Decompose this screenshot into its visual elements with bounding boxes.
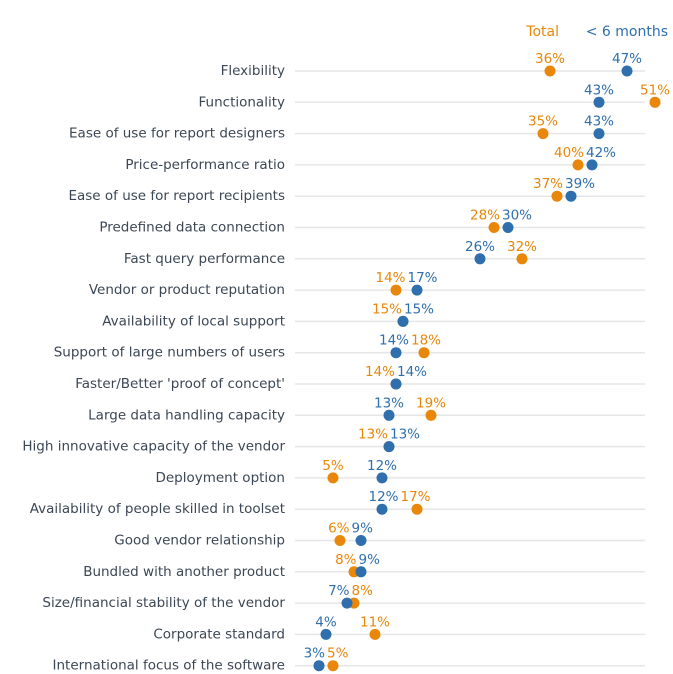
category-label: Availability of local support (102, 313, 285, 329)
dot-6-months (593, 96, 605, 108)
value-label-6-months: 42% (586, 145, 616, 161)
value-label-total: 19% (416, 395, 446, 411)
dot-total (649, 96, 661, 108)
dot-6-months (586, 159, 598, 171)
value-label-total: 37% (533, 176, 563, 192)
value-label-total: 14% (375, 270, 405, 286)
dot-total (327, 472, 339, 484)
value-label-6-months: 47% (612, 51, 642, 67)
value-label-total: 14% (365, 364, 395, 380)
value-label-total: 18% (411, 333, 441, 349)
category-label: Functionality (199, 94, 285, 110)
dot-6-months (383, 441, 395, 453)
category-label: High innovative capacity of the vendor (22, 439, 285, 455)
category-label: Support of large numbers of users (54, 345, 285, 361)
dot-6-months (383, 409, 395, 421)
dot-6-months (313, 660, 325, 672)
category-label: Vendor or product reputation (89, 282, 285, 298)
dot-6-months (390, 378, 402, 390)
value-label-6-months: 9% (352, 521, 374, 537)
category-label: International focus of the software (53, 658, 286, 674)
value-label-6-months: 26% (465, 239, 495, 255)
value-label-6-months: 3% (304, 646, 326, 662)
dot-6-months (376, 472, 388, 484)
category-label: Ease of use for report designers (69, 126, 285, 142)
dot-6-months (411, 284, 423, 296)
dot-6-months (502, 222, 514, 233)
dot-total (551, 190, 563, 202)
dot-6-months (390, 347, 402, 359)
value-label-total: 11% (360, 614, 390, 630)
dot-total (425, 409, 437, 421)
category-label: Faster/Better 'proof of concept' (75, 376, 285, 392)
category-label: Flexibility (221, 63, 285, 79)
legend-6-months: < 6 months (586, 24, 668, 40)
dot-6-months (320, 628, 332, 640)
dot-total (369, 628, 381, 640)
value-label-total: 32% (507, 239, 537, 255)
dot-total (537, 128, 549, 140)
value-label-6-months: 13% (390, 427, 420, 443)
value-label-6-months: 43% (584, 82, 614, 98)
dot-6-months (593, 128, 605, 140)
value-label-6-months: 7% (328, 583, 350, 599)
value-label-6-months: 43% (584, 114, 614, 130)
category-label: Ease of use for report recipients (68, 188, 285, 204)
value-label-6-months: 4% (315, 614, 337, 630)
value-label-6-months: 12% (368, 489, 398, 505)
value-label-6-months: 15% (404, 301, 434, 317)
value-label-total: 13% (358, 427, 388, 443)
value-label-total: 8% (352, 583, 374, 599)
dot-6-months (397, 315, 409, 327)
value-label-6-months: 9% (359, 552, 381, 568)
value-label-6-months: 39% (565, 176, 595, 192)
dot-total (390, 284, 402, 296)
category-label: Size/financial stability of the vendor (42, 595, 285, 611)
value-label-total: 6% (328, 521, 350, 537)
legend-total: Total (525, 24, 559, 40)
dot-total (327, 660, 339, 672)
dot-6-months (621, 65, 633, 77)
category-label: Predefined data connection (99, 220, 285, 236)
dot-6-months (565, 190, 577, 202)
category-label: Bundled with another product (83, 564, 285, 580)
dot-total (334, 535, 346, 546)
value-label-total: 35% (528, 114, 558, 130)
value-label-total: 51% (640, 82, 670, 98)
value-label-total: 28% (470, 208, 500, 224)
dot-6-months (355, 535, 367, 546)
value-label-total: 17% (401, 489, 431, 505)
value-label-6-months: 13% (374, 395, 404, 411)
dot-total (488, 222, 500, 233)
value-label-6-months: 14% (379, 333, 409, 349)
value-label-6-months: 30% (502, 208, 532, 224)
dot-6-months (474, 253, 486, 265)
category-label: Fast query performance (124, 251, 285, 267)
dot-total (411, 503, 423, 515)
value-label-total: 5% (327, 646, 349, 662)
value-label-total: 15% (372, 301, 402, 317)
value-label-6-months: 14% (397, 364, 427, 380)
category-label: Corporate standard (153, 626, 285, 642)
category-label: Price-performance ratio (125, 157, 285, 173)
category-label: Good vendor relationship (114, 533, 285, 549)
value-label-total: 8% (335, 552, 357, 568)
dot-total (418, 347, 430, 359)
dot-6-months (355, 566, 367, 578)
category-label: Deployment option (155, 470, 285, 486)
dot-total (516, 253, 528, 265)
value-label-total: 36% (535, 51, 565, 67)
category-label: Large data handling capacity (88, 407, 285, 423)
value-label-6-months: 17% (408, 270, 438, 286)
dot-total (544, 65, 556, 77)
value-label-total: 40% (554, 145, 584, 161)
category-label: Availability of people skilled in toolse… (30, 501, 285, 517)
dot-6-months (341, 597, 353, 609)
value-label-6-months: 12% (367, 458, 397, 474)
value-label-total: 5% (322, 458, 344, 474)
dot-6-months (376, 503, 388, 515)
dot-total (572, 159, 584, 171)
